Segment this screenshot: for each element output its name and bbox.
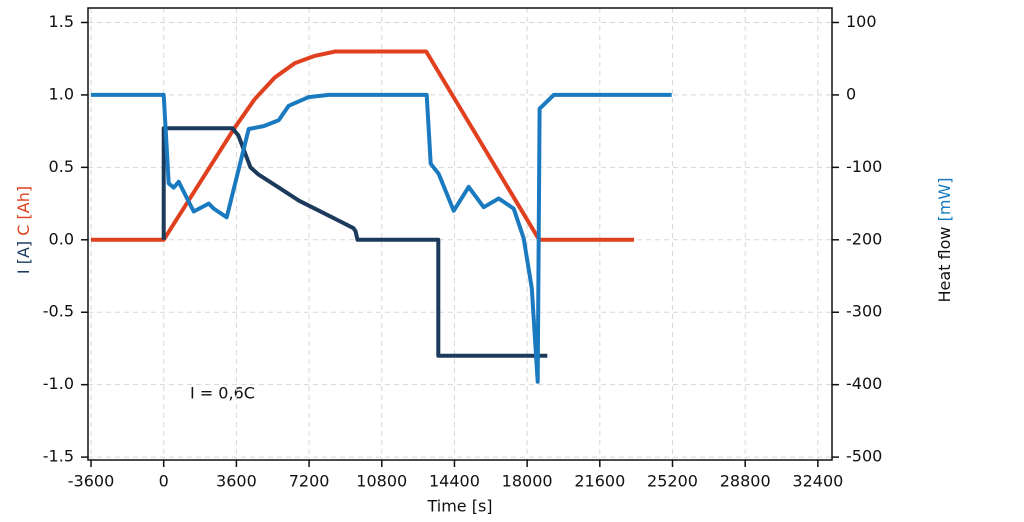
series-line: [91, 49, 635, 242]
y-label-part: I [A]: [14, 241, 33, 274]
y-tick-label: 0.5: [49, 157, 74, 176]
y2-tick-label: -300: [846, 302, 882, 321]
y2-label-part: Heat flow: [935, 226, 954, 302]
x-tick-label: 18000: [502, 472, 553, 491]
y2-axis-label: Heat flow [mW]: [935, 178, 954, 303]
y2-tick-label: -100: [846, 157, 882, 176]
y-tick-label: 1.0: [49, 84, 74, 103]
y2-label-part: [mW]: [935, 178, 954, 222]
y2-tick-label: -200: [846, 229, 882, 248]
annotation: I = 0,6C: [190, 384, 255, 403]
x-tick-label: 7200: [289, 472, 330, 491]
x-tick-label: 3600: [216, 472, 257, 491]
x-tick-label: 32400: [792, 472, 843, 491]
y-axis-label: I [A] C [Ah]: [14, 186, 33, 274]
y-tick-label: -0.5: [43, 302, 74, 321]
x-tick-label: 28800: [720, 472, 771, 491]
x-axis-label: Time [s]: [426, 497, 492, 516]
x-tick-label: 14400: [429, 472, 480, 491]
y2-tick-label: 100: [846, 12, 877, 31]
x-tick-label: 21600: [574, 472, 625, 491]
x-tick-label: 10800: [356, 472, 407, 491]
y-tick-label: 0.0: [49, 229, 74, 248]
x-tick-label: 25200: [647, 472, 698, 491]
y2-tick-label: -500: [846, 447, 882, 466]
series-line: [161, 126, 548, 358]
y-tick-label: 1.5: [49, 12, 74, 31]
y-label-part: C [Ah]: [14, 186, 33, 236]
y-tick-label: -1.5: [43, 447, 74, 466]
y-tick-label: -1.0: [43, 374, 74, 393]
y2-tick-label: 0: [846, 84, 856, 103]
x-tick-label: 0: [159, 472, 169, 491]
y2-tick-label: -400: [846, 374, 882, 393]
plot-frame: [87, 7, 833, 461]
series-line: [91, 92, 672, 384]
x-tick-label: -3600: [68, 472, 115, 491]
